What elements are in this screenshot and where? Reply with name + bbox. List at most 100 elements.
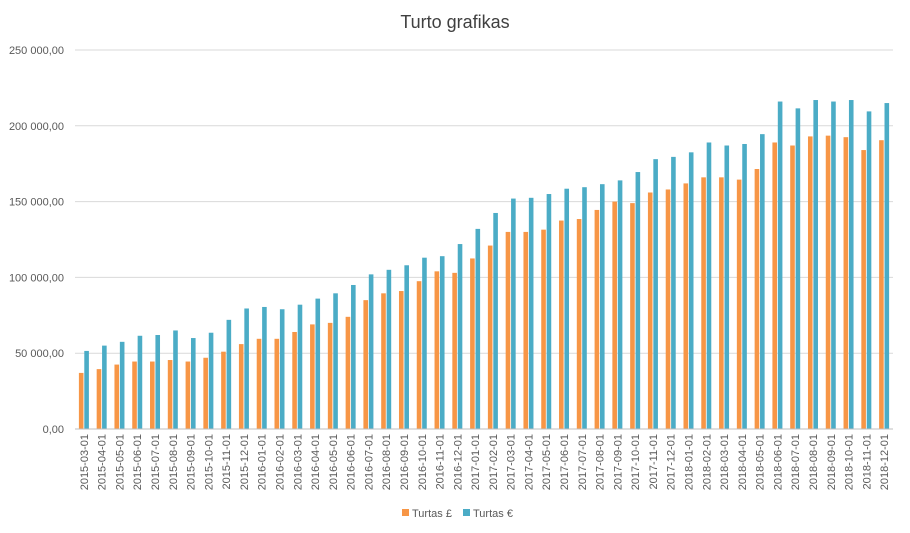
bar-turtas-gbp bbox=[327, 322, 333, 429]
bar-turtas-eur bbox=[333, 293, 338, 429]
legend-swatch-turtas-eur bbox=[463, 509, 470, 516]
bar-turtas-gbp bbox=[96, 369, 102, 429]
x-tick-label: 2016-12-01 bbox=[452, 434, 464, 490]
bar-turtas-eur bbox=[404, 265, 409, 429]
x-tick-label: 2015-04-01 bbox=[97, 434, 109, 490]
bar-turtas-eur bbox=[368, 274, 374, 429]
x-tick-label: 2018-05-01 bbox=[755, 434, 767, 490]
bar-turtas-gbp bbox=[487, 245, 493, 429]
bar-turtas-eur bbox=[119, 341, 125, 429]
bar-turtas-eur bbox=[279, 309, 285, 429]
bar-turtas-gbp bbox=[594, 209, 600, 429]
bar-turtas-eur bbox=[760, 134, 765, 429]
bar-turtas-gbp bbox=[754, 169, 760, 429]
x-tick-label: 2016-02-01 bbox=[275, 434, 287, 490]
bar-turtas-gbp bbox=[381, 293, 386, 429]
bar-turtas-gbp bbox=[345, 316, 351, 429]
x-tick-label: 2017-02-01 bbox=[488, 434, 500, 490]
bar-turtas-eur bbox=[617, 180, 623, 429]
bar-turtas-gbp bbox=[363, 300, 369, 429]
bar-turtas-gbp bbox=[807, 136, 813, 429]
bar-turtas-gbp bbox=[665, 189, 671, 429]
bar-turtas-gbp bbox=[647, 192, 653, 429]
bar-turtas-eur bbox=[706, 142, 712, 430]
x-tick-label: 2015-06-01 bbox=[132, 434, 144, 490]
bar-turtas-eur bbox=[208, 332, 214, 429]
bar-turtas-gbp bbox=[434, 271, 440, 429]
x-tick-label: 2018-08-01 bbox=[808, 434, 820, 490]
x-tick-label: 2018-06-01 bbox=[772, 434, 784, 490]
x-tick-label: 2016-09-01 bbox=[399, 434, 411, 490]
x-tick-label: 2016-07-01 bbox=[363, 434, 375, 490]
x-tick-label: 2018-02-01 bbox=[701, 434, 713, 490]
x-tick-label: 2017-12-01 bbox=[666, 434, 678, 490]
x-tick-label: 2017-10-01 bbox=[630, 434, 642, 490]
bar-turtas-gbp bbox=[719, 177, 724, 429]
bar-turtas-gbp bbox=[772, 142, 778, 430]
bar-turtas-eur bbox=[813, 100, 818, 429]
legend-label-turtas-gbp: Turtas £ bbox=[412, 508, 452, 520]
bar-turtas-eur bbox=[262, 306, 267, 429]
y-axis-tick-labels: 0,00 50 000,00 100 000,00 150 000,00 200 000… bbox=[9, 45, 64, 436]
bar-turtas-eur bbox=[190, 338, 196, 429]
bar-turtas-eur bbox=[244, 308, 249, 429]
x-tick-label: 2017-08-01 bbox=[595, 434, 607, 490]
bar-turtas-gbp bbox=[736, 179, 742, 429]
bar-turtas-eur bbox=[84, 350, 89, 429]
x-tick-label: 2018-07-01 bbox=[790, 434, 802, 490]
legend-swatch-turtas-gbp bbox=[402, 509, 409, 516]
x-tick-label: 2016-03-01 bbox=[292, 434, 304, 490]
x-tick-label: 2016-08-01 bbox=[381, 434, 393, 490]
y-tick-label: 200 000,00 bbox=[9, 121, 64, 133]
bar-turtas-eur bbox=[439, 256, 445, 429]
bar-turtas-gbp bbox=[256, 338, 262, 429]
x-tick-label: 2018-03-01 bbox=[719, 434, 731, 490]
x-tick-label: 2017-01-01 bbox=[470, 434, 482, 490]
x-tick-label: 2016-06-01 bbox=[346, 434, 358, 490]
x-tick-label: 2015-05-01 bbox=[114, 434, 126, 490]
bar-turtas-eur bbox=[671, 156, 676, 429]
bar-turtas-eur bbox=[884, 103, 890, 429]
x-axis-tick-labels: 2015-03-01 2015-04-01 2015-05-01 2015-06-01… bbox=[79, 434, 891, 490]
y-tick-label: 0,00 bbox=[43, 424, 64, 436]
bar-turtas-gbp bbox=[683, 183, 689, 429]
bar-turtas-eur bbox=[315, 298, 321, 429]
x-tick-label: 2018-12-01 bbox=[879, 434, 891, 490]
x-tick-label: 2018-09-01 bbox=[826, 434, 838, 490]
bar-turtas-gbp bbox=[505, 231, 511, 429]
bar-turtas-gbp bbox=[452, 272, 457, 429]
x-tick-label: 2018-01-01 bbox=[684, 434, 696, 490]
bar-turtas-gbp bbox=[114, 364, 120, 429]
bar-turtas-gbp bbox=[132, 361, 137, 429]
x-tick-label: 2016-01-01 bbox=[257, 434, 269, 490]
bar-turtas-gbp bbox=[398, 291, 404, 429]
bar-turtas-eur bbox=[155, 335, 161, 429]
bar-turtas-eur bbox=[226, 319, 232, 429]
chart-title: Turto grafikas bbox=[400, 12, 509, 32]
bar-turtas-eur bbox=[386, 269, 392, 429]
bar-turtas-gbp bbox=[523, 231, 529, 429]
bar-turtas-gbp bbox=[274, 338, 280, 429]
x-tick-label: 2018-04-01 bbox=[737, 434, 749, 490]
x-tick-label: 2018-11-01 bbox=[861, 434, 873, 489]
bar-turtas-eur bbox=[582, 187, 587, 429]
bar-turtas-gbp bbox=[559, 220, 564, 429]
bar-turtas-gbp bbox=[576, 219, 582, 429]
y-tick-label: 250 000,00 bbox=[9, 45, 64, 57]
bar-turtas-eur bbox=[137, 335, 143, 429]
bar-turtas-gbp bbox=[825, 135, 831, 429]
x-tick-label: 2015-03-01 bbox=[79, 434, 91, 490]
bar-turtas-gbp bbox=[167, 360, 173, 429]
bar-turtas-eur bbox=[422, 257, 427, 429]
legend: Turtas £ Turtas € bbox=[402, 508, 513, 520]
x-tick-label: 2015-12-01 bbox=[239, 434, 251, 490]
x-tick-label: 2015-10-01 bbox=[203, 434, 215, 490]
bar-turtas-gbp bbox=[630, 203, 635, 429]
bar-turtas-gbp bbox=[238, 344, 244, 429]
bar-turtas-eur bbox=[102, 345, 107, 429]
bar-turtas-eur bbox=[297, 304, 303, 429]
x-tick-label: 2017-06-01 bbox=[559, 434, 571, 490]
x-tick-label: 2017-11-01 bbox=[648, 434, 660, 489]
bar-turtas-eur bbox=[866, 111, 872, 430]
